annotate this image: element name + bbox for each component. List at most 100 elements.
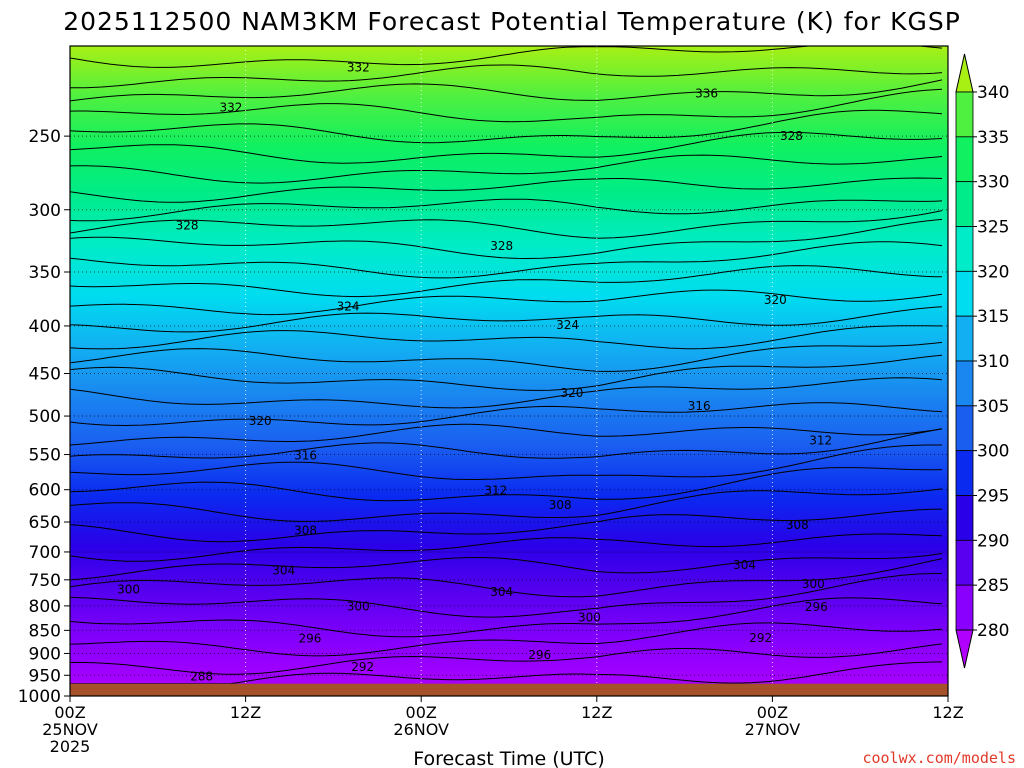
y-tick-label: 600 — [29, 481, 61, 501]
contour-line — [70, 428, 943, 459]
colorbar-segment — [955, 360, 974, 407]
contour-label: 328 — [780, 129, 803, 143]
y-tick-label: 1000 — [18, 687, 61, 707]
contour-label: 292 — [749, 631, 772, 645]
contour-label: 320 — [560, 386, 583, 400]
contour-line — [70, 109, 943, 144]
colorbar: 340 335 330 325 320 315 310 305 300 295 290 285 280 — [955, 53, 1009, 669]
colorbar-segment — [955, 315, 974, 362]
y-tick-label: 900 — [29, 644, 61, 664]
colorbar-tick-label: 315 — [977, 307, 1009, 327]
colorbar-segment — [955, 136, 974, 183]
contour-line — [70, 131, 943, 164]
contour-line — [70, 643, 943, 675]
contour-label: 288 — [190, 670, 213, 684]
contour-line — [70, 306, 943, 333]
contour-label: 300 — [347, 599, 370, 613]
colorbar-tick-label: 300 — [977, 442, 1009, 462]
colorbar-top-arrow — [955, 53, 974, 93]
colorbar-tick-label: 285 — [977, 576, 1009, 596]
contour-label: 296 — [299, 631, 322, 645]
contour-label: 312 — [809, 433, 832, 447]
contour-label: 292 — [351, 660, 374, 674]
x-axis-label: Forecast Time (UTC) — [413, 748, 604, 768]
colorbar-tick-label: 290 — [977, 531, 1009, 551]
contour-line — [70, 377, 943, 409]
colorbar-segment — [955, 181, 974, 227]
y-tick-label: 700 — [29, 543, 61, 563]
contour-label: 296 — [805, 600, 828, 614]
colorbar-tick-label: 340 — [977, 83, 1009, 103]
y-tick-label: 250 — [29, 127, 61, 147]
contour-line — [70, 341, 943, 372]
x-tick-label: 25NOV — [42, 720, 98, 739]
x-tick-label: 00Z — [54, 703, 85, 722]
colorbar-segment — [955, 539, 974, 586]
y-axis: 250 300 350 400 450 500 550 600 650 700 750 800 850 9… — [18, 127, 70, 707]
contour-line — [70, 423, 943, 446]
plot-area: 332 336 332 328 328 328 324 324 320 320 316 320 316 3… — [70, 46, 948, 696]
contour-labels: 332 336 332 328 328 328 324 324 320 320 316 320 316 3… — [117, 61, 832, 684]
x-tick-label: 12Z — [932, 703, 963, 722]
y-tick-label: 650 — [29, 513, 61, 533]
contour-label: 332 — [220, 101, 243, 115]
x-tick-label: 26NOV — [393, 720, 449, 739]
contour-line — [70, 198, 943, 222]
colorbar-tick-label: 335 — [977, 128, 1009, 148]
contour-line — [70, 558, 943, 598]
contour-label: 312 — [484, 483, 507, 497]
y-tick-label: 350 — [29, 263, 61, 283]
contour-line — [70, 573, 942, 618]
contour-label: 324 — [556, 318, 579, 332]
colorbar-tick-label: 310 — [977, 352, 1009, 372]
contour-line — [70, 402, 943, 427]
contour-line — [70, 210, 943, 239]
temperature-field — [70, 46, 948, 696]
colorbar-bottom-arrow — [955, 629, 974, 669]
contour-label: 304 — [733, 558, 756, 572]
contour-line — [70, 508, 943, 543]
y-tick-label: 300 — [29, 201, 61, 221]
contour-line — [70, 218, 943, 260]
x-tick-label: 12Z — [230, 703, 261, 722]
colorbar-tick-label: 325 — [977, 218, 1009, 238]
colorbar-segment — [955, 270, 974, 317]
y-tick-label: 800 — [29, 597, 61, 617]
contour-line — [70, 597, 943, 638]
grid-lines — [70, 46, 948, 696]
contour-line — [70, 79, 943, 102]
contour-label: 320 — [249, 414, 272, 428]
colorbar-segment — [955, 495, 974, 541]
contour-line — [70, 88, 943, 123]
contour-label: 300 — [578, 610, 601, 624]
contour-label: 308 — [786, 518, 809, 532]
colorbar-segment — [955, 226, 974, 272]
colorbar-segment — [955, 91, 974, 138]
contour-line — [70, 46, 943, 68]
x-tick-label: 00Z — [406, 703, 437, 722]
y-tick-label: 550 — [29, 446, 61, 466]
contour-label: 308 — [294, 524, 317, 538]
contour-line — [70, 241, 943, 279]
contour-line — [70, 177, 943, 203]
contour-label: 332 — [347, 61, 370, 75]
contour-line — [70, 325, 942, 350]
colorbar-segment — [955, 405, 974, 452]
contour-lines — [70, 46, 943, 685]
contour-line — [70, 533, 943, 562]
x-tick-label: 00Z — [757, 703, 788, 722]
contour-line — [70, 444, 942, 480]
colorbar-segment — [955, 450, 974, 496]
contour-label: 308 — [549, 498, 572, 512]
contour-label: 316 — [688, 399, 711, 413]
contour-label: 296 — [528, 648, 551, 662]
contour-line — [70, 467, 943, 502]
y-tick-label: 850 — [29, 621, 61, 641]
x-tick-label: 12Z — [581, 703, 612, 722]
colorbar-tick-label: 295 — [977, 487, 1009, 507]
contour-line — [70, 488, 943, 522]
colorbar-tick-label: 280 — [977, 621, 1009, 641]
y-tick-label: 450 — [29, 365, 61, 385]
